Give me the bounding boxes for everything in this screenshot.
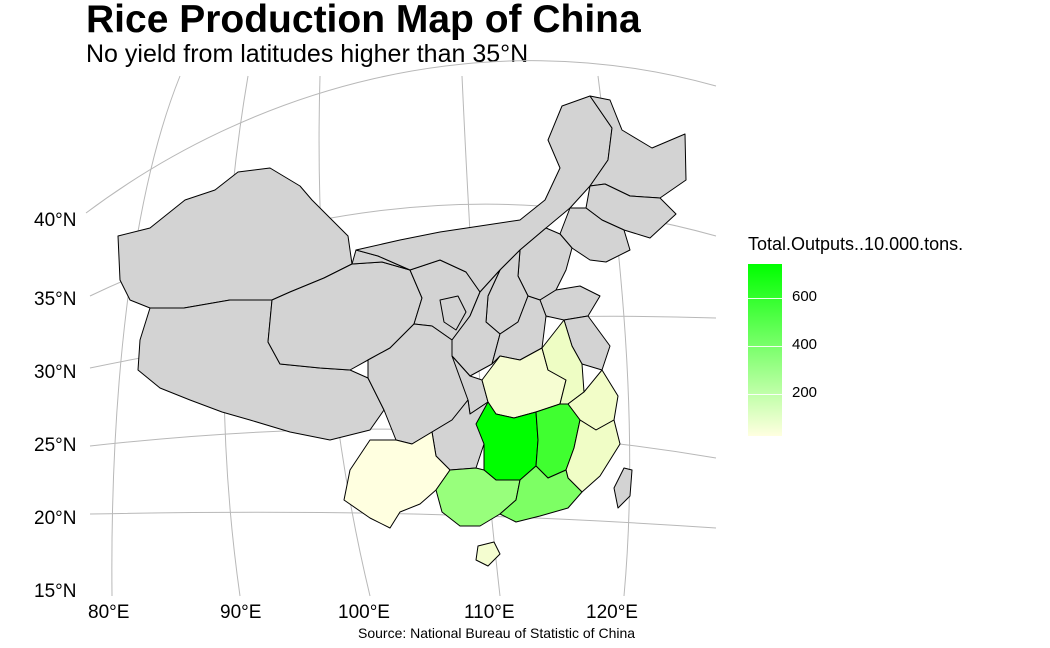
region-henan [491, 295, 547, 365]
region-shandong [539, 285, 601, 321]
legend-label: 400 [792, 336, 818, 353]
lat-label: 20°N [34, 508, 76, 529]
region-hainan [475, 541, 501, 567]
no-data-regions [117, 95, 687, 509]
region-ningxia [439, 295, 467, 331]
map-title: Rice Production Map of China [86, 0, 641, 41]
region-fujian [565, 419, 621, 493]
lon-label: 120°E [586, 602, 638, 623]
source-caption: Source: National Bureau of Statistic of … [358, 625, 636, 641]
legend-tick [748, 298, 782, 299]
latitude-labels: 40°N 35°N 30°N 25°N 20°N 15°N [34, 210, 76, 602]
lon-label: 90°E [220, 602, 261, 623]
rice-regions [343, 319, 621, 567]
region-inner-mongolia [355, 95, 613, 293]
lat-label: 30°N [34, 362, 76, 383]
lon-label: 110°E [464, 602, 515, 623]
region-taiwan [613, 467, 633, 509]
map-subtitle: No yield from latitudes higher than 35°N [86, 40, 529, 68]
parallel-40 [85, 60, 717, 214]
parallel-20 [89, 511, 717, 529]
legend-tick [748, 346, 782, 347]
region-guangdong [499, 465, 583, 523]
region-yunnan [343, 431, 451, 529]
meridian-80 [111, 75, 181, 597]
lat-label: 40°N [34, 210, 76, 231]
legend-tick [748, 394, 782, 395]
lon-label: 100°E [338, 602, 390, 623]
longitude-labels: 80°E 90°E 100°E 110°E 120°E [88, 602, 638, 623]
lat-label: 15°N [34, 581, 76, 602]
lon-label: 80°E [88, 602, 129, 623]
legend-title: Total.Outputs..10.000.tons. [748, 234, 964, 254]
legend-label: 600 [792, 288, 818, 305]
lat-label: 25°N [34, 435, 76, 456]
lat-label: 35°N [34, 289, 76, 310]
legend-label: 200 [792, 384, 818, 401]
legend-colorbar [748, 264, 782, 436]
